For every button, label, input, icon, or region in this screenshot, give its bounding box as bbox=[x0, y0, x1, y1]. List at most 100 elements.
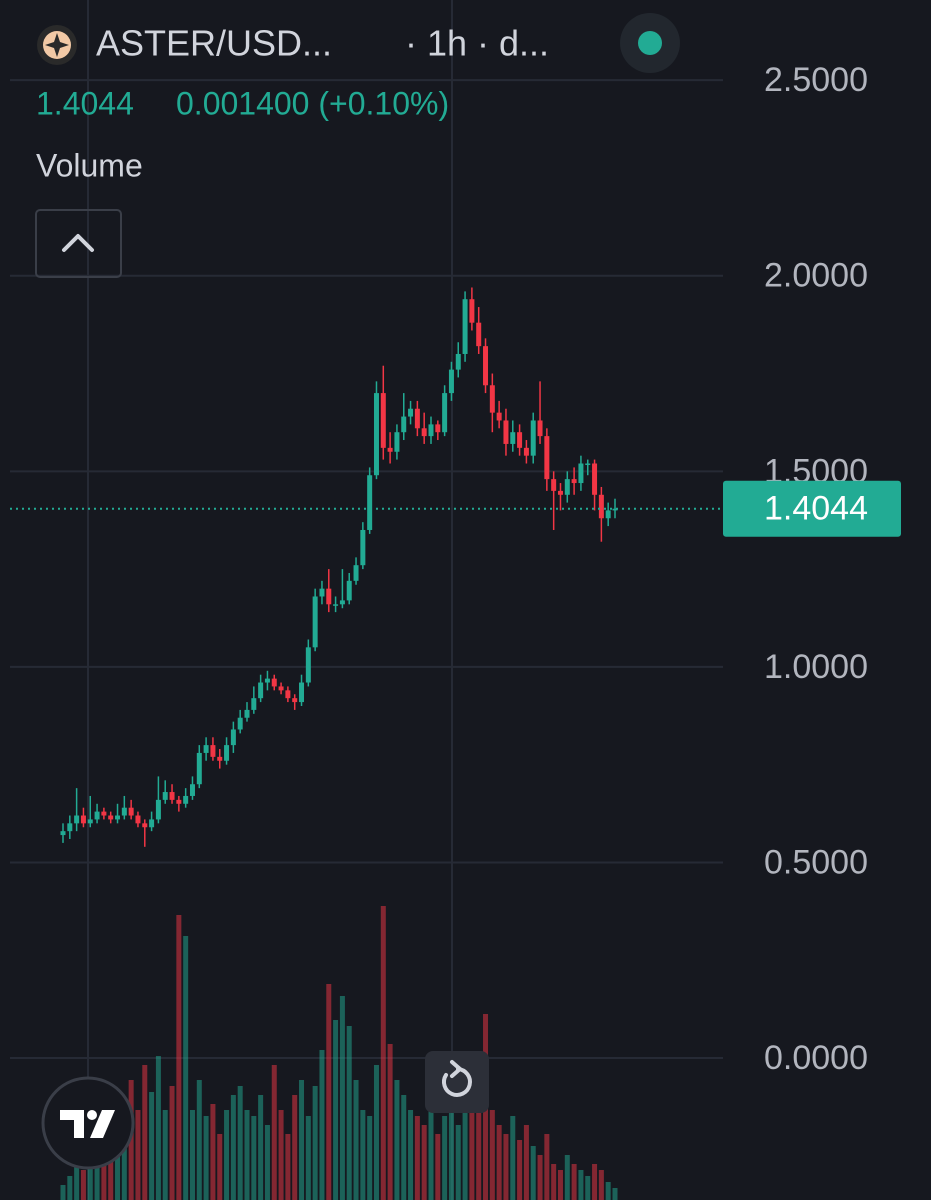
volume-bar bbox=[292, 1095, 298, 1200]
volume-bar bbox=[155, 1056, 161, 1200]
candle-body bbox=[203, 745, 209, 753]
candle-body bbox=[121, 807, 127, 816]
volume-bar bbox=[353, 1080, 359, 1200]
volume-bar bbox=[305, 1116, 311, 1200]
reset-button[interactable] bbox=[425, 1051, 489, 1113]
candle-body bbox=[108, 815, 114, 820]
volume-bar bbox=[435, 1134, 441, 1200]
candle-body bbox=[442, 393, 448, 433]
candle-body bbox=[489, 385, 495, 413]
collapse-icon bbox=[62, 234, 94, 252]
reset-icon-arrow bbox=[450, 1060, 462, 1078]
candle-body bbox=[530, 420, 536, 456]
volume-bar bbox=[557, 1170, 563, 1200]
candle-body bbox=[162, 792, 168, 800]
volume-bar bbox=[87, 1158, 93, 1200]
candle-body bbox=[271, 678, 277, 687]
candle-body bbox=[380, 393, 386, 448]
candle-body bbox=[503, 420, 509, 444]
volume-bar bbox=[414, 1116, 420, 1200]
candle-body bbox=[189, 784, 195, 796]
volume-bar bbox=[408, 1110, 414, 1200]
volume-bar bbox=[74, 1164, 80, 1200]
volume-bar bbox=[169, 1086, 175, 1200]
candle-body bbox=[360, 529, 366, 566]
volume-bar bbox=[517, 1140, 523, 1200]
candle-body bbox=[285, 690, 291, 699]
candle-body bbox=[149, 819, 155, 828]
candle-body bbox=[244, 709, 250, 718]
candle-body bbox=[135, 815, 141, 824]
candle-body bbox=[155, 799, 161, 820]
candle-body bbox=[278, 686, 284, 691]
volume-bar bbox=[264, 1125, 270, 1200]
candle-body bbox=[537, 420, 543, 437]
header-price: 1.4044 bbox=[36, 85, 134, 121]
candle-body bbox=[217, 756, 223, 761]
volume-bar bbox=[108, 1134, 114, 1200]
candle-body bbox=[80, 815, 86, 824]
candle-body bbox=[169, 792, 175, 800]
candle-body bbox=[67, 823, 73, 832]
y-tick-label: 0.5000 bbox=[764, 843, 868, 881]
candle-body bbox=[353, 565, 359, 581]
volume-bar bbox=[333, 1020, 339, 1200]
volume-bar bbox=[299, 1080, 305, 1200]
volume-bar bbox=[455, 1125, 461, 1200]
volume-bar bbox=[67, 1176, 73, 1200]
candle-body bbox=[394, 432, 400, 452]
candle-body bbox=[551, 479, 557, 491]
volume-bar bbox=[571, 1164, 577, 1200]
candle-body bbox=[264, 678, 270, 683]
candle-body bbox=[87, 819, 93, 824]
volume-bar bbox=[360, 1110, 366, 1200]
candle-body bbox=[60, 831, 66, 836]
volume-bar bbox=[530, 1146, 536, 1200]
candle-body bbox=[299, 682, 305, 703]
candle-body bbox=[210, 745, 216, 757]
candle-body bbox=[496, 412, 502, 421]
candle-body bbox=[319, 588, 325, 597]
volume-bar bbox=[428, 1110, 434, 1200]
candle-body bbox=[94, 811, 100, 820]
volume-bar bbox=[442, 1116, 448, 1200]
volume-bar bbox=[217, 1134, 223, 1200]
symbol[interactable]: ASTER/USD... bbox=[96, 23, 332, 64]
volume-bar bbox=[278, 1110, 284, 1200]
volume-bar bbox=[421, 1125, 427, 1200]
candle-body bbox=[237, 717, 243, 730]
volume-bar bbox=[585, 1176, 591, 1200]
candle-body bbox=[224, 745, 230, 761]
volume-bar bbox=[60, 1185, 66, 1200]
candle-body bbox=[408, 408, 414, 417]
candle-body bbox=[251, 698, 257, 710]
volume-bar bbox=[237, 1086, 243, 1200]
volume-bar bbox=[149, 1092, 155, 1200]
candle-body bbox=[339, 600, 345, 605]
candle-body bbox=[292, 698, 298, 703]
volume-bar bbox=[394, 1080, 400, 1200]
candle-body bbox=[142, 823, 148, 828]
candle-body bbox=[517, 432, 523, 448]
candle-body bbox=[462, 299, 468, 354]
volume-bar bbox=[592, 1164, 598, 1200]
candle-body bbox=[183, 795, 189, 804]
logo[interactable] bbox=[41, 1076, 135, 1170]
last-price-box bbox=[723, 480, 901, 537]
grid bbox=[10, 0, 723, 1200]
volume-bar bbox=[80, 1170, 86, 1200]
volume-bar bbox=[326, 984, 332, 1200]
volume-bar bbox=[373, 1065, 379, 1200]
volume-bar bbox=[401, 1095, 407, 1200]
candle-body bbox=[128, 807, 134, 816]
volume-bar bbox=[258, 1095, 264, 1200]
collapse-button[interactable] bbox=[35, 209, 122, 278]
candle-body bbox=[523, 447, 529, 456]
volume-bar bbox=[319, 1050, 325, 1200]
candle-body bbox=[312, 596, 318, 648]
interval[interactable]: · 1h · d... bbox=[405, 23, 549, 64]
status-dot bbox=[638, 31, 662, 55]
candle-body bbox=[469, 299, 475, 323]
